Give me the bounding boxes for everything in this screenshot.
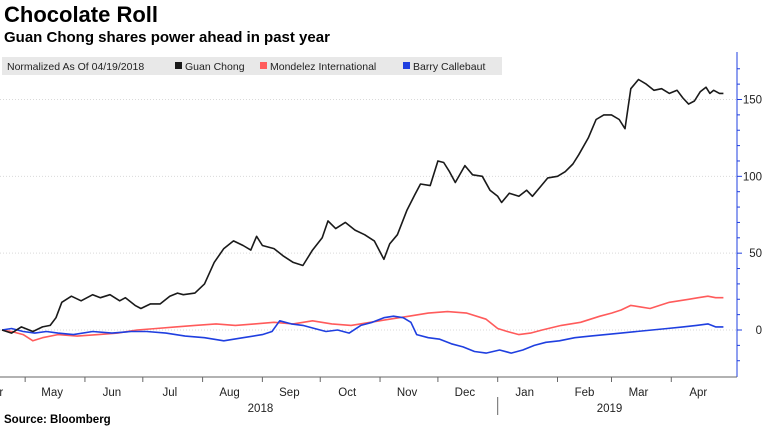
legend-background xyxy=(2,57,502,75)
x-tick-label: Aug xyxy=(219,387,239,399)
chart-title: Chocolate Roll xyxy=(4,2,159,27)
y-tick-label: 50 xyxy=(749,248,762,260)
legend-swatch-barry-callebaut xyxy=(403,62,410,69)
legend-label-barry-callebaut: Barry Callebaut xyxy=(413,61,485,73)
x-tick-label: Mar xyxy=(629,387,649,399)
x-tick-label: Apr xyxy=(0,387,3,399)
year-label: 2019 xyxy=(597,403,623,415)
y-tick-label: 100 xyxy=(743,171,762,183)
legend-label-mondelez-international: Mondelez International xyxy=(270,61,376,73)
legend-swatch-guan-chong xyxy=(175,62,182,69)
x-tick-label: Jun xyxy=(103,387,122,399)
source-note: Source: Bloomberg xyxy=(4,414,111,426)
chart-subtitle: Guan Chong shares power ahead in past ye… xyxy=(4,29,330,46)
y-tick-label: 0 xyxy=(756,325,762,337)
x-tick-label: Sep xyxy=(279,387,299,399)
series-line-guan-chong xyxy=(1,78,724,334)
x-tick-label: Dec xyxy=(455,387,476,399)
x-tick-label: Jan xyxy=(515,387,534,399)
x-tick-label: Apr xyxy=(689,387,707,399)
y-tick-label: 150 xyxy=(743,95,762,107)
year-label: 2018 xyxy=(248,403,274,415)
series-line-barry-callebaut xyxy=(1,315,724,354)
legend-swatch-mondelez-international xyxy=(260,62,267,69)
legend-label-guan-chong: Guan Chong xyxy=(185,61,245,73)
x-tick-label: May xyxy=(41,387,63,399)
x-tick-label: Nov xyxy=(397,387,418,399)
x-tick-label: Oct xyxy=(338,387,357,399)
x-tick-label: Jul xyxy=(162,387,177,399)
legend-normalization-note: Normalized As Of 04/19/2018 xyxy=(7,61,144,73)
x-tick-label: Feb xyxy=(575,387,595,399)
